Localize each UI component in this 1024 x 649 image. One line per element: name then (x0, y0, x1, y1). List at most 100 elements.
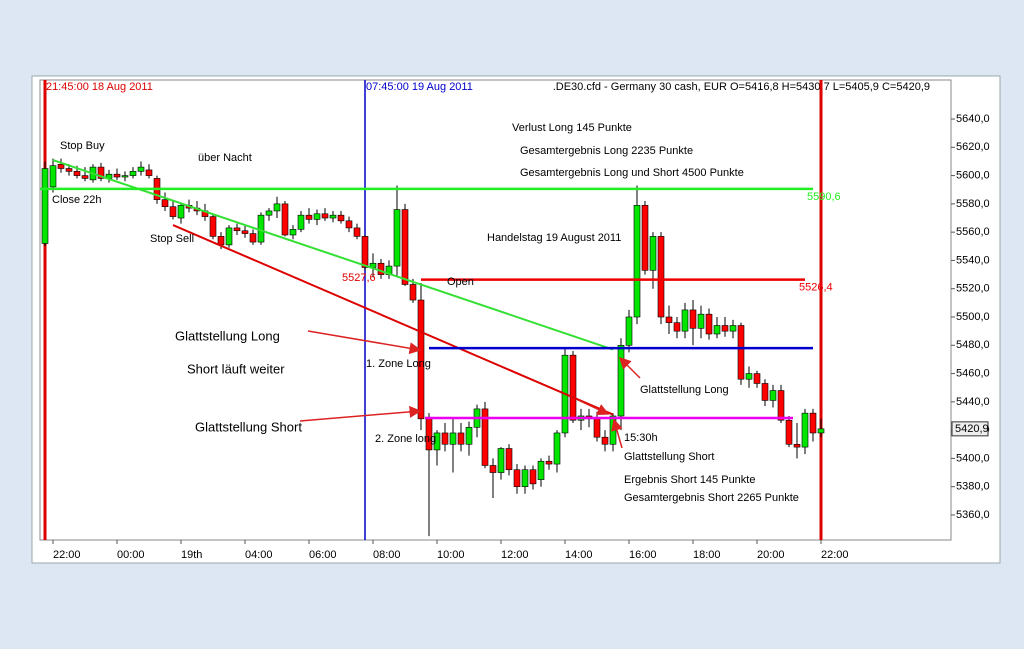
x-tick-label: 19th (181, 549, 202, 561)
candle-body (129, 171, 137, 176)
annotation: Stop Buy (60, 140, 105, 152)
y-tick-label: 5460,0 (956, 367, 990, 379)
x-tick-label: 06:00 (309, 549, 337, 561)
candle-body (41, 168, 49, 244)
arrow (577, 399, 610, 415)
x-tick-label: 18:00 (693, 549, 721, 561)
arrow (618, 356, 641, 379)
x-tick-label: 20:00 (757, 549, 785, 561)
candle-body (177, 204, 185, 219)
candle-body (49, 165, 57, 188)
candle-body (345, 220, 353, 229)
candle-body (297, 214, 305, 230)
candle-body (593, 418, 601, 438)
candle-body (753, 373, 761, 384)
annotation: Stop Sell (150, 233, 194, 245)
annotation: Verlust Long 145 Punkte (512, 122, 632, 134)
annotation: Ergebnis Short 145 Punkte (624, 474, 755, 486)
annotation: Glattstellung Long (640, 384, 729, 396)
candle-body (121, 175, 129, 178)
candle-body (313, 213, 321, 220)
horizontal-line-label: 5590,6 (807, 191, 841, 203)
candle-body (681, 309, 689, 332)
candle-body (481, 408, 489, 466)
annotation: über Nacht (198, 152, 252, 164)
y-tick-label: 5600,0 (956, 169, 990, 181)
candle-body (225, 227, 233, 246)
candle-body (761, 383, 769, 401)
x-tick-label: 22:00 (821, 549, 849, 561)
candle-body (289, 229, 297, 236)
candle-body (265, 210, 273, 216)
annotation: Open (447, 276, 474, 288)
candle-body (233, 227, 241, 232)
y-tick-label: 5360,0 (956, 509, 990, 521)
candle-body (529, 469, 537, 485)
price-label: 5527,6 (342, 272, 376, 284)
x-tick-label: 12:00 (501, 549, 529, 561)
candle-body (649, 236, 657, 271)
candle-body (257, 214, 265, 243)
candle-body (73, 171, 81, 176)
candle-body (697, 313, 705, 329)
y-tick-label: 5540,0 (956, 254, 990, 266)
candle-body (449, 432, 457, 445)
candle-body (361, 236, 369, 268)
candle-body (625, 316, 633, 346)
candle-body (161, 199, 169, 208)
trend-line (52, 159, 614, 351)
vertical-line-label: 21:45:00 18 Aug 2011 (46, 81, 153, 93)
candle-body (57, 163, 65, 169)
candle-body (569, 354, 577, 421)
annotation: 15:30h (624, 432, 658, 444)
arrow (299, 405, 422, 422)
x-tick-label: 08:00 (373, 549, 401, 561)
candle-body (745, 373, 753, 380)
x-tick-label: 04:00 (245, 549, 273, 561)
candle-body (489, 465, 497, 473)
y-tick-label: 5440,0 (956, 396, 990, 408)
candle-body (417, 299, 425, 420)
candle-body (217, 236, 225, 246)
annotation: Close 22h (52, 194, 102, 206)
candle-body (465, 426, 473, 445)
candle-body (729, 325, 737, 332)
candle-body (209, 216, 217, 237)
chart-title: .DE30.cfd - Germany 30 cash, EUR O=5416,… (553, 81, 930, 93)
candle-body (793, 443, 801, 448)
candle-body (521, 469, 529, 487)
candle-body (137, 166, 145, 172)
candle-body (641, 204, 649, 271)
candle-body (241, 230, 249, 234)
candle-body (737, 325, 745, 380)
candle-body (657, 236, 665, 318)
annotation: 2. Zone long (375, 433, 436, 445)
annotation: Short läuft weiter (187, 361, 285, 376)
candle-body (673, 322, 681, 332)
arrow (307, 330, 422, 355)
candle-body (249, 233, 257, 243)
annotation: Gesamtergebnis Short 2265 Punkte (624, 492, 799, 504)
candle-body (273, 203, 281, 212)
candle-body (553, 432, 561, 465)
vertical-line-label: 07:45:00 19 Aug 2011 (366, 81, 473, 93)
candle-body (433, 432, 441, 451)
candle-body (817, 428, 825, 434)
candle-body (321, 213, 329, 219)
annotation: Glattstellung Short (195, 419, 302, 434)
candle-body (305, 214, 313, 220)
candle-body (329, 214, 337, 219)
x-tick-label: 10:00 (437, 549, 465, 561)
y-tick-label: 5560,0 (956, 226, 990, 238)
candle-body (777, 390, 785, 421)
candle-body (441, 432, 449, 445)
annotation: Glattstellung Long (175, 328, 280, 343)
candle-body (497, 448, 505, 473)
y-tick-label: 5480,0 (956, 339, 990, 351)
candle-body (809, 412, 817, 434)
candle-body (377, 262, 385, 275)
y-tick-label: 5400,0 (956, 452, 990, 464)
candle-body (353, 227, 361, 237)
